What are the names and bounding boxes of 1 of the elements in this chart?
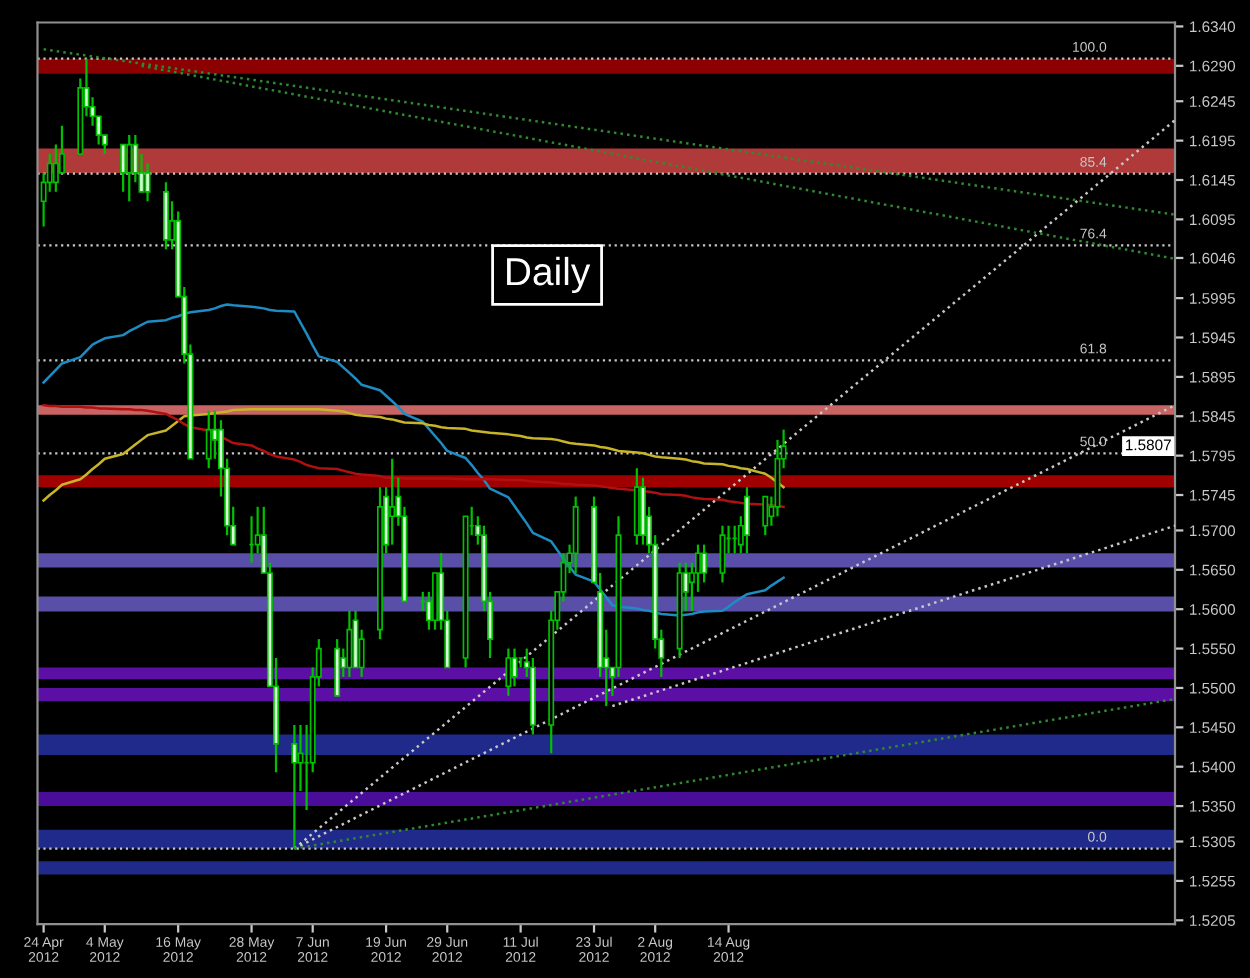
annotation: Daily [507, 256, 591, 294]
